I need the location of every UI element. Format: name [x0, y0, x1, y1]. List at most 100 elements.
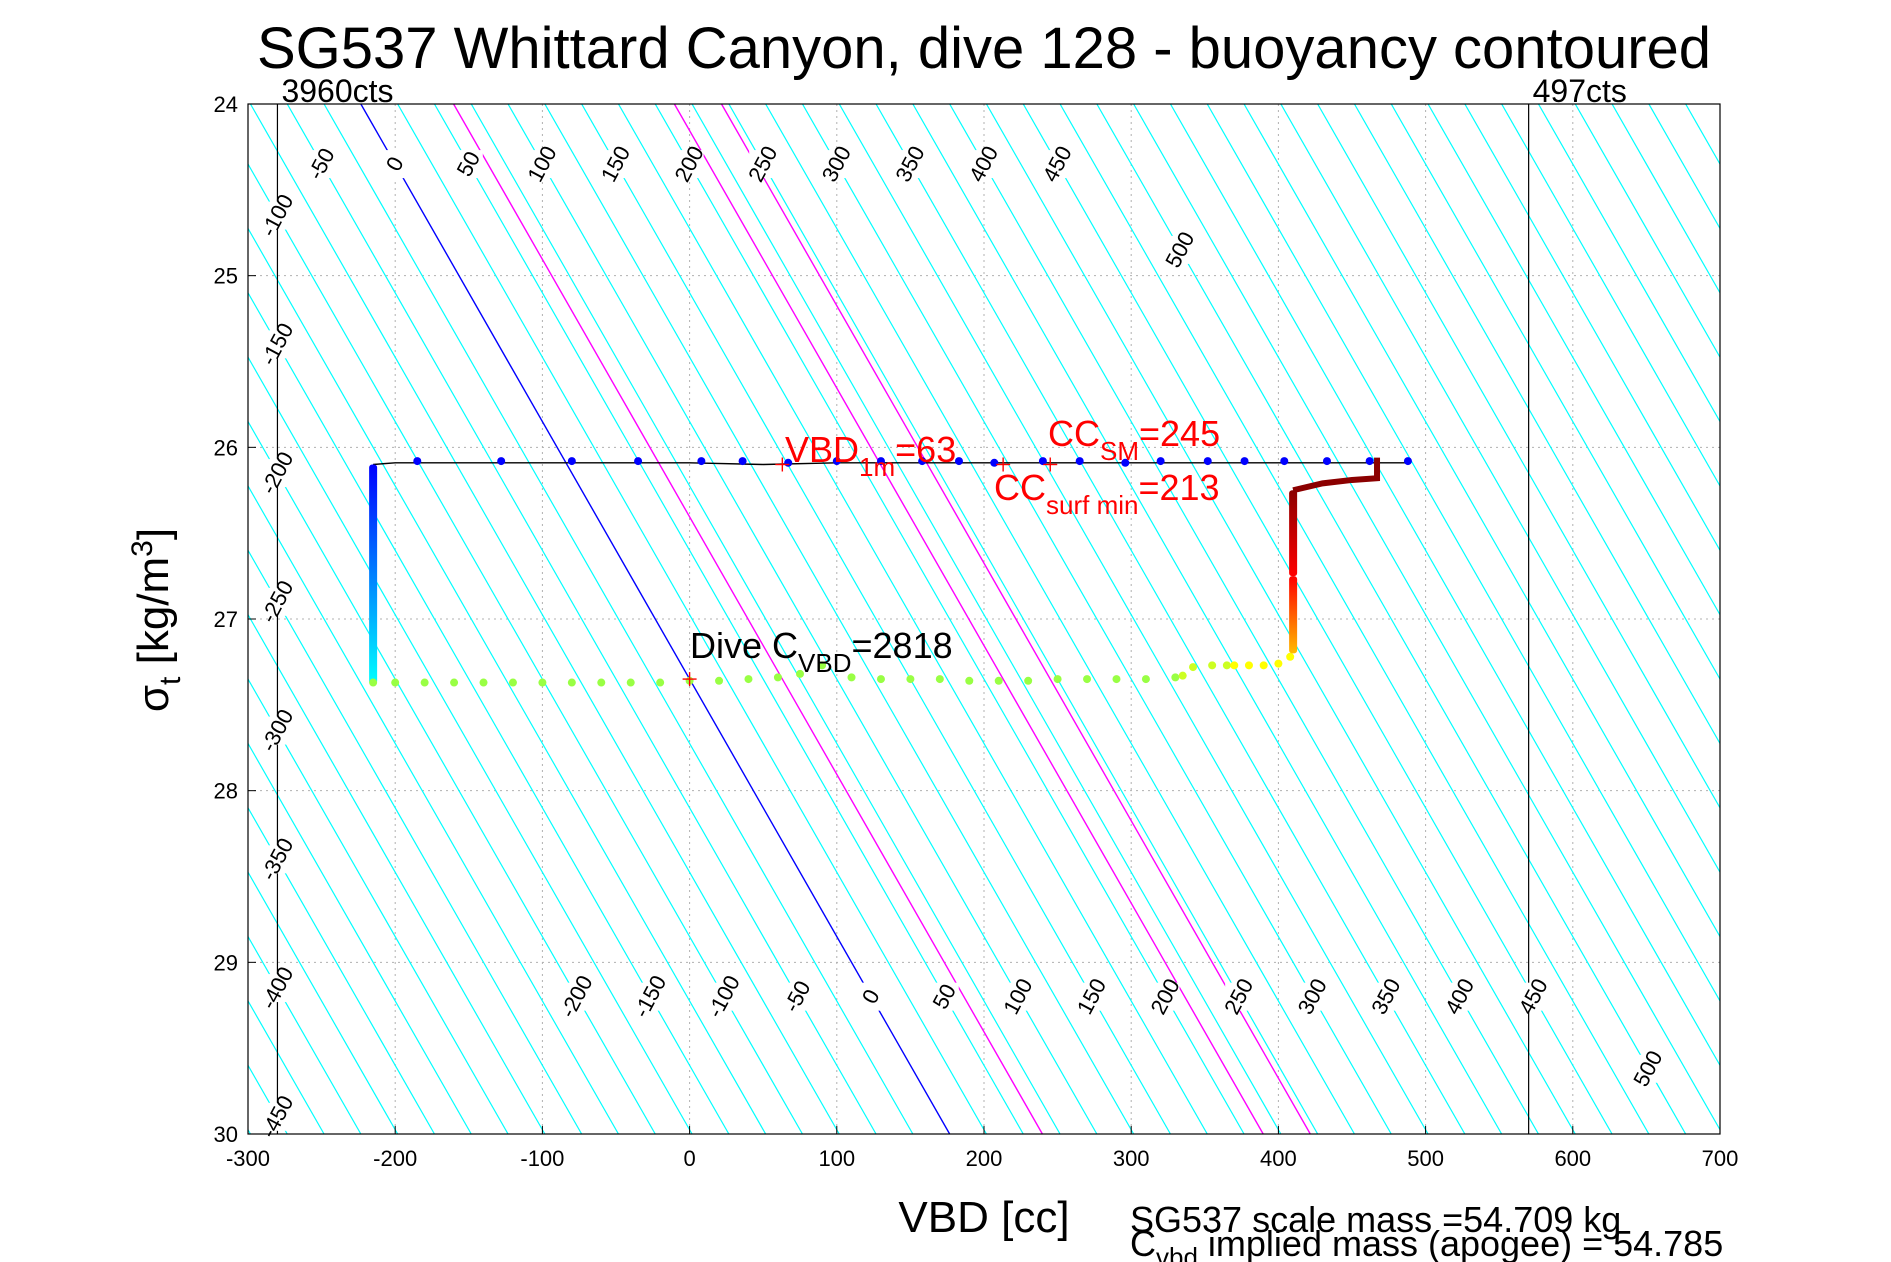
contour-line [1611, 104, 1720, 295]
contour-label-bottom: 400 [1440, 974, 1479, 1018]
data-point [497, 457, 506, 466]
data-point [538, 678, 547, 687]
contour-line [875, 104, 1466, 1134]
data-point [1112, 675, 1121, 684]
data-point [1171, 673, 1180, 682]
y-tick-label: 28 [214, 779, 238, 804]
data-point [744, 675, 753, 684]
data-point [1083, 675, 1092, 684]
contour-line [248, 935, 362, 1134]
vbd-limit-label: 497cts [1533, 73, 1627, 109]
x-tick-label: 700 [1702, 1146, 1739, 1171]
y-tick-label: 29 [214, 950, 238, 975]
contour-label-bottom: 150 [1072, 974, 1111, 1018]
data-point [1038, 457, 1047, 466]
contour-label-bottom: 450 [1513, 974, 1552, 1018]
y-axis-label: σt [kg/m3] [126, 528, 187, 712]
footer-scale-mass: SG537 scale mass =54.709 kg [1130, 1199, 1621, 1240]
contour-line [248, 420, 656, 1134]
x-tick-label: 100 [818, 1146, 855, 1171]
contour-line [248, 227, 767, 1134]
contour-label-bg [602, 150, 630, 179]
contour-line [581, 104, 1171, 1134]
contour-line [728, 104, 1319, 1134]
contour-line [1464, 104, 1720, 552]
data-point [420, 678, 429, 687]
data-point [876, 457, 885, 466]
data-point [818, 661, 827, 670]
contour-line [801, 104, 1392, 1134]
contour-label-top: 500 [1160, 228, 1199, 272]
contour-label-top: 200 [670, 142, 709, 186]
data-point [508, 678, 517, 687]
contour-label-bg [1004, 982, 1033, 1011]
annotation-cvbd: Dive CVBD=2818 [690, 625, 953, 678]
contour-label-bg [263, 845, 292, 874]
contour-line [1685, 104, 1720, 166]
highlight-contour-line [452, 104, 1043, 1134]
contour-label-bg [263, 459, 292, 488]
x-tick-label: -200 [373, 1146, 417, 1171]
contour-label-top: 400 [964, 142, 1003, 186]
contour-label-bg [1225, 982, 1254, 1011]
contour-line [248, 742, 472, 1134]
data-point [876, 675, 885, 684]
contour-line [1133, 104, 1720, 1131]
annotation-ccsurf: CCsurf min=213 [994, 467, 1220, 520]
data-point [1053, 675, 1062, 684]
contour-line [617, 104, 1208, 1134]
contour-line [0, 104, 30, 1134]
contour-line [0, 104, 140, 1134]
contour-label-bottom: 250 [1219, 974, 1258, 1018]
contour-label-bottom: 500 [1628, 1046, 1667, 1090]
contour-label-bg [1634, 1054, 1663, 1083]
contour-line [248, 549, 583, 1134]
series-line [1292, 457, 1381, 494]
contour-label-bg [1166, 235, 1195, 264]
contour-label-bg [749, 150, 778, 179]
contour-label-bg [562, 982, 591, 1011]
data-point [1121, 458, 1130, 467]
contour-line [654, 104, 1245, 1134]
data-point [1322, 457, 1331, 466]
buoyancy-contours [0, 104, 1720, 1134]
axis-ticks: -300 -200 -100 0 100 200 300 400 500 600 700 24 25 26… [214, 92, 1739, 1171]
y-tick-label: 26 [214, 435, 238, 460]
contour-label-bg [896, 150, 925, 179]
contour-label-bg [263, 1102, 292, 1131]
contour-line [507, 104, 1098, 1134]
contour-label-bg [930, 982, 959, 1011]
contour-line [1317, 104, 1720, 810]
contour-line [433, 104, 1024, 1134]
contour-line [691, 104, 1282, 1134]
contour-line [248, 484, 619, 1134]
data-point [715, 676, 724, 685]
data-point [1178, 671, 1187, 680]
contour-label-bg [263, 330, 292, 359]
data-point [918, 457, 927, 466]
contour-line [470, 104, 1061, 1134]
contour-label-bottom: -150 [629, 971, 672, 1022]
y-tick-label: 25 [214, 264, 238, 289]
contour-line [248, 291, 730, 1134]
data-point [1024, 676, 1033, 685]
vbd-limit-label: 3960cts [281, 73, 393, 109]
contour-label-bg [709, 982, 738, 1011]
contour-label-top: 350 [890, 142, 929, 186]
contour-label-bg [1372, 982, 1401, 1011]
contour-line [1390, 104, 1720, 681]
contour-label-bg [528, 150, 557, 179]
data-point [1240, 457, 1249, 466]
contour-line [1059, 104, 1650, 1134]
contour-label-bg [1151, 982, 1180, 1011]
contour-label-bg [822, 150, 851, 179]
y-tick-label: 24 [214, 92, 238, 117]
contour-line [1353, 104, 1720, 745]
contour-label-bg [454, 150, 483, 179]
x-tick-label: 200 [966, 1146, 1003, 1171]
contour-line [765, 104, 1355, 1134]
grid-lines [247, 103, 1721, 1135]
contour-line [1243, 104, 1720, 938]
contour-label-top: -150 [256, 319, 299, 370]
contour-label-bg [783, 982, 812, 1011]
